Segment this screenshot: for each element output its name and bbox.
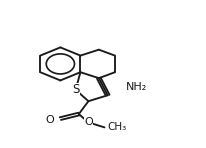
Text: NH₂: NH₂ (125, 82, 147, 92)
Text: O: O (45, 115, 54, 125)
Text: O: O (84, 117, 92, 127)
Text: S: S (71, 83, 79, 96)
Text: CH₃: CH₃ (107, 122, 126, 132)
